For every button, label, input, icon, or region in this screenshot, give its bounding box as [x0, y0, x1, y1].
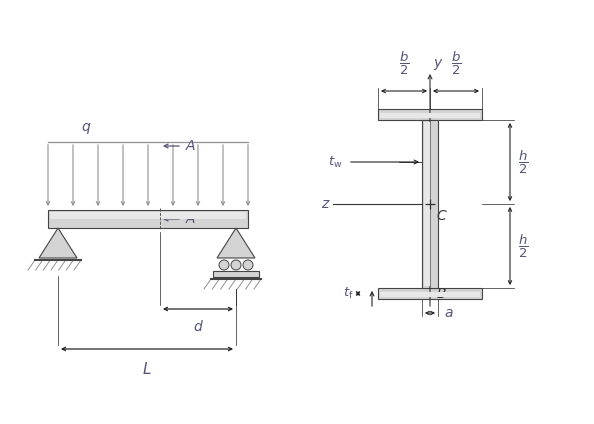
Bar: [378, 288, 482, 299]
Polygon shape: [39, 228, 77, 258]
Text: $t_{\rm w}$: $t_{\rm w}$: [328, 154, 342, 170]
Bar: [378, 109, 482, 120]
Text: $\dfrac{h}{2}$: $\dfrac{h}{2}$: [518, 148, 529, 176]
Circle shape: [243, 260, 253, 270]
Text: $A$: $A$: [185, 139, 196, 153]
Text: $\dfrac{b}{2}$: $\dfrac{b}{2}$: [399, 50, 409, 77]
Polygon shape: [217, 228, 255, 258]
Text: $B$: $B$: [436, 287, 447, 301]
Text: $t_{\rm f}$: $t_{\rm f}$: [343, 286, 354, 301]
Circle shape: [231, 260, 241, 270]
Bar: [380, 113, 480, 118]
Bar: [380, 292, 480, 297]
Bar: [424, 122, 430, 286]
Bar: [213, 271, 259, 277]
Bar: [422, 120, 438, 288]
Text: $z$: $z$: [321, 197, 331, 211]
Text: $d$: $d$: [192, 319, 203, 334]
Bar: [48, 210, 248, 228]
Text: $q$: $q$: [81, 121, 91, 136]
Text: $A$: $A$: [185, 212, 196, 226]
Text: $C$: $C$: [436, 209, 448, 223]
Text: $L$: $L$: [142, 361, 152, 377]
Circle shape: [219, 260, 229, 270]
Text: $\dfrac{h}{2}$: $\dfrac{h}{2}$: [518, 232, 529, 259]
Text: $a$: $a$: [444, 306, 454, 320]
Bar: [50, 212, 246, 219]
Text: $\dfrac{b}{2}$: $\dfrac{b}{2}$: [451, 50, 461, 77]
Text: $y$: $y$: [433, 58, 444, 73]
